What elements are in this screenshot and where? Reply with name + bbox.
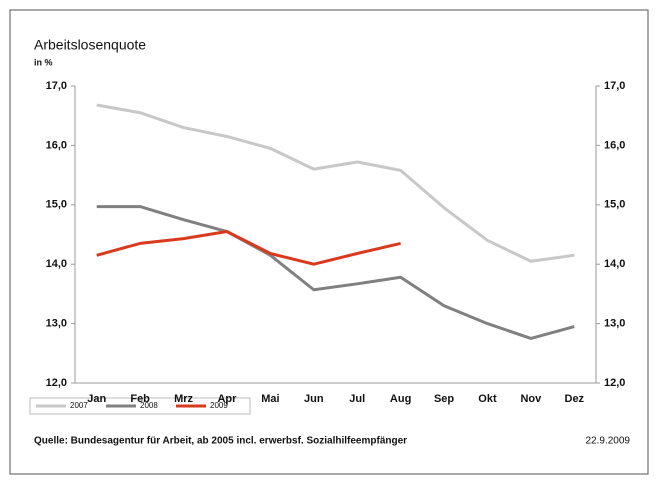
frame [9,9,649,475]
y-tick-label: 13,0 [46,318,67,330]
legend-label: 2008 [140,401,158,410]
chart-subtitle: in % [34,57,53,67]
y2-tick-label: 15,0 [604,199,625,211]
y2-tick-label: 14,0 [604,258,625,270]
x-tick-label: Dez [565,393,585,405]
y2-tick-label: 16,0 [604,139,625,151]
x-tick-label: Mai [261,393,279,405]
y-tick-label: 17,0 [46,80,67,92]
y-tick-label: 12,0 [46,377,67,389]
y-tick-label: 14,0 [46,258,67,270]
legend-label: 2009 [210,401,228,410]
x-tick-label: Sep [434,393,454,405]
legend-label: 2007 [70,401,88,410]
x-tick-label: Aug [390,393,411,405]
x-tick-label: Apr [217,393,237,405]
source: Quelle: Bundesagentur für Arbeit, ab 200… [34,436,407,447]
legend-box [29,397,251,415]
x-tick-label: Jun [304,393,324,405]
y2-tick-label: 17,0 [604,80,625,92]
y-tick-label: 16,0 [46,139,67,151]
x-tick-label: Nov [520,393,542,405]
x-tick-label: Feb [130,393,150,405]
y2-tick-label: 12,0 [604,377,625,389]
x-tick-label: Jul [349,393,365,405]
date: 22.9.2009 [586,436,631,447]
chart-title: Arbeitslosenquote [34,37,146,53]
series-line [96,230,401,266]
x-tick-label: Okt [478,393,497,405]
series-line [96,205,575,340]
x-tick-label: Jan [87,393,106,405]
y-tick-label: 15,0 [46,199,67,211]
y2-tick-label: 13,0 [604,318,625,330]
x-tick-label: Mrz [174,393,193,405]
series-line [96,103,575,263]
